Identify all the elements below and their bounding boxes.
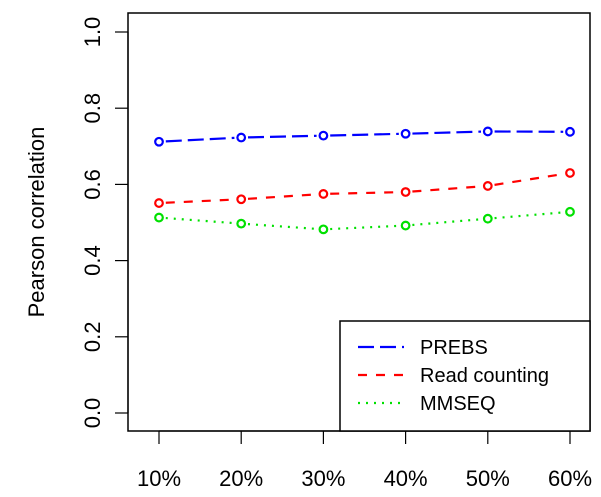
data-point bbox=[318, 130, 329, 141]
data-point bbox=[482, 181, 493, 191]
y-tick-label: 0.2 bbox=[80, 322, 105, 353]
series-line-segment bbox=[165, 136, 235, 143]
series-read-counting bbox=[154, 168, 575, 208]
data-point bbox=[236, 132, 247, 143]
data-point bbox=[236, 218, 247, 229]
series-line-segment bbox=[247, 193, 317, 200]
data-point bbox=[154, 136, 164, 147]
x-tick-label: 50% bbox=[466, 466, 510, 491]
series-layer bbox=[154, 126, 575, 235]
data-point bbox=[565, 206, 575, 217]
series-line-segment bbox=[412, 218, 482, 227]
y-tick-label: 0.0 bbox=[80, 398, 105, 429]
y-axis-label: Pearson correlation bbox=[24, 127, 49, 318]
y-axis: 0.0 0.2 0.4 0.6 0.8 1.0 bbox=[80, 17, 129, 429]
x-tick-label: 60% bbox=[548, 466, 592, 491]
x-axis: 10% 20% 30% 40% 50% 60% bbox=[137, 430, 592, 491]
data-point bbox=[565, 168, 575, 178]
data-point bbox=[154, 212, 164, 223]
x-tick-label: 40% bbox=[384, 466, 428, 491]
data-point bbox=[236, 194, 247, 205]
legend-items: PREBS Read counting MMSEQ bbox=[358, 337, 549, 415]
series-line-segment bbox=[494, 211, 564, 220]
series-prebs bbox=[154, 126, 575, 147]
series-line-segment bbox=[165, 216, 235, 225]
series-line-segment bbox=[165, 198, 235, 204]
series-line-segment bbox=[247, 223, 317, 230]
data-point bbox=[400, 187, 411, 197]
y-tick-label: 0.4 bbox=[80, 245, 105, 276]
series-mmseq bbox=[154, 206, 575, 235]
series-line-segment bbox=[330, 191, 399, 195]
series-line-segment bbox=[330, 224, 399, 231]
y-tick-label: 1.0 bbox=[80, 17, 105, 48]
series-line-segment bbox=[412, 130, 482, 135]
series-line-segment bbox=[494, 172, 564, 186]
data-point bbox=[565, 126, 575, 137]
data-point bbox=[154, 198, 164, 208]
series-line-segment bbox=[330, 132, 399, 137]
data-point bbox=[482, 126, 493, 137]
y-tick-label: 0.8 bbox=[80, 93, 105, 124]
x-tick-label: 10% bbox=[137, 466, 181, 491]
x-tick-label: 20% bbox=[219, 466, 263, 491]
data-point bbox=[318, 224, 329, 235]
series-line-segment bbox=[412, 185, 482, 193]
data-point bbox=[482, 213, 493, 224]
legend-label: Read counting bbox=[420, 365, 549, 387]
x-tick-label: 30% bbox=[301, 466, 345, 491]
legend-label: PREBS bbox=[420, 337, 488, 359]
data-point bbox=[318, 189, 329, 199]
data-point bbox=[400, 128, 411, 139]
series-line-segment bbox=[247, 134, 317, 139]
legend: PREBS Read counting MMSEQ bbox=[339, 320, 591, 432]
data-point bbox=[400, 220, 411, 231]
y-tick-label: 0.6 bbox=[80, 169, 105, 200]
legend-label: MMSEQ bbox=[420, 393, 496, 415]
